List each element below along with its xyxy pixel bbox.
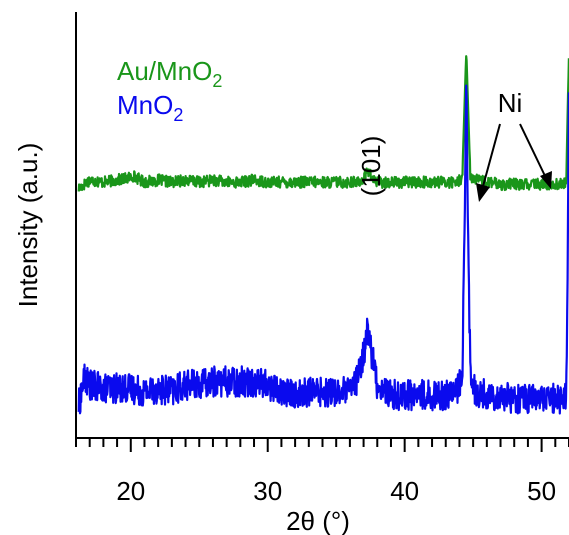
legend-label: Au/MnO: [117, 56, 212, 86]
y-axis-label: Intensity (a.u.): [13, 143, 43, 308]
x-ticks: [75, 438, 569, 452]
legend-subscript: 2: [173, 105, 183, 125]
x-axis-label: 2θ (°): [286, 506, 350, 535]
legend: Au/MnO2 MnO2: [117, 56, 222, 125]
annotation-101: (101): [356, 136, 386, 197]
series-line-au-mno2: [77, 55, 569, 192]
annotation-ni: Ni: [476, 88, 552, 202]
ni-arrow-right: [519, 123, 547, 179]
series-line-mno2: [77, 84, 569, 415]
x-tick-label: 50: [527, 476, 556, 506]
ni-arrow-left: [481, 123, 501, 191]
legend-subscript: 2: [212, 71, 222, 91]
x-tick-label: 30: [253, 476, 282, 506]
x-tick-label: 40: [390, 476, 419, 506]
legend-label: MnO: [117, 90, 173, 120]
annotation-ni-label: Ni: [498, 88, 523, 118]
x-tick-labels: 20 30 40 50: [116, 476, 556, 506]
legend-item-au-mno2: Au/MnO2: [117, 56, 222, 91]
ni-arrowhead-left: [476, 183, 490, 202]
ni-arrowhead-right: [540, 171, 552, 189]
legend-item-mno2: MnO2: [117, 90, 183, 125]
series-layer: [77, 55, 569, 415]
x-tick-label: 20: [116, 476, 145, 506]
